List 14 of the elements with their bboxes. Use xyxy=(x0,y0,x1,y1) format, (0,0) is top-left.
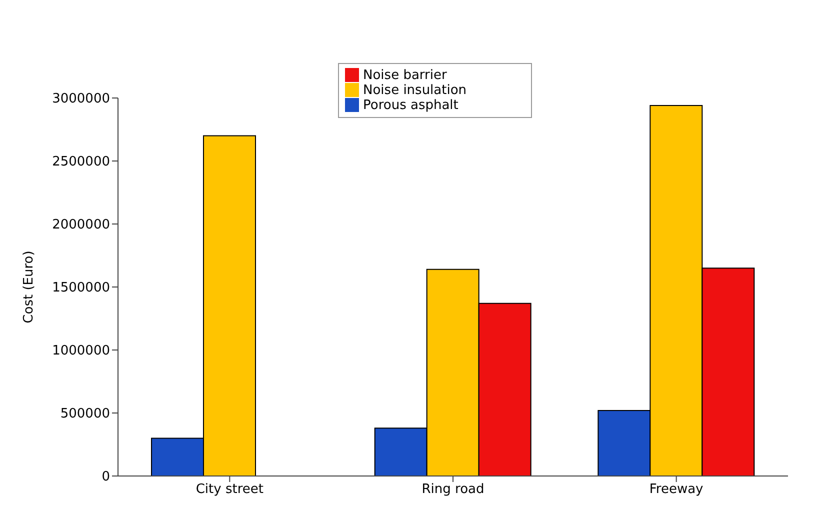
legend-label: Noise insulation xyxy=(363,83,467,98)
x-tick-label: City street xyxy=(196,482,264,498)
y-tick-label: 1000000 xyxy=(52,344,110,359)
y-tick-label: 3000000 xyxy=(52,92,110,107)
y-tick-label: 2500000 xyxy=(52,154,110,170)
y-axis-title: Cost (Euro) xyxy=(22,250,37,324)
legend-label: Porous asphalt xyxy=(363,98,458,113)
x-tick-label: Ring road xyxy=(422,482,484,498)
y-tick-label: 500000 xyxy=(60,406,110,422)
legend-label: Noise barrier xyxy=(363,68,447,83)
y-tick-label: 1500000 xyxy=(52,280,110,296)
x-tick-label: Freeway xyxy=(649,482,704,498)
y-tick-label: 2000000 xyxy=(52,218,110,233)
y-tick-label: 0 xyxy=(102,470,110,485)
